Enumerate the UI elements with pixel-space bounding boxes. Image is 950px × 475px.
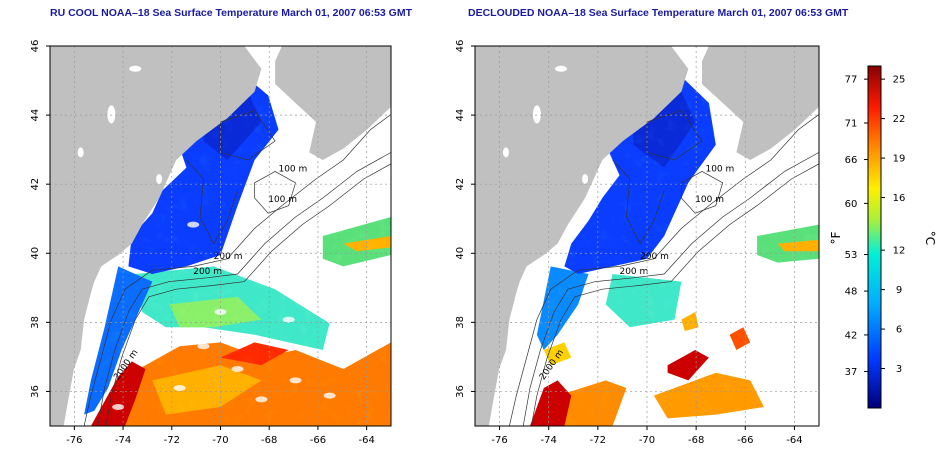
land-mass: [50, 46, 262, 426]
contour-label: 200 m: [640, 252, 669, 262]
fahrenheit-tick-label: 60: [845, 199, 858, 210]
fahrenheit-tick-label: 42: [845, 330, 858, 341]
y-tick-label: 36: [455, 385, 466, 398]
celsius-tick-label: 25: [893, 75, 906, 86]
lake: [129, 65, 142, 72]
lake: [502, 147, 509, 158]
left-panel-title: RU COOL NOAA–18 Sea Surface Temperature …: [50, 7, 413, 19]
y-tick-label: 42: [455, 178, 466, 191]
x-tick-label: -72: [590, 435, 606, 446]
colorbar-gradient: [867, 65, 882, 409]
contour-label: 200 m: [193, 267, 222, 277]
contour-2000m: [105, 163, 391, 426]
fahrenheit-tick-label: 77: [845, 75, 858, 86]
y-tick-label: 40: [455, 247, 466, 260]
bathymetry-contours: [509, 110, 819, 426]
x-tick-label: -66: [737, 435, 753, 446]
contour-basin: [186, 159, 238, 245]
land-mass-nova-scotia: [702, 46, 819, 160]
fahrenheit-tick-label: 53: [845, 250, 858, 261]
land-patch: [639, 56, 676, 67]
contour-bank: [254, 170, 296, 214]
lake: [532, 105, 541, 124]
lake: [156, 174, 163, 184]
celsius-tick-label: 3: [896, 364, 902, 375]
y-tick-label: 42: [30, 178, 41, 191]
x-tick-label: -64: [786, 435, 802, 446]
y-tick-label: 44: [455, 109, 466, 122]
celsius-tick-label: 6: [896, 325, 902, 336]
land-mass-nova-scotia: [275, 46, 391, 160]
grid-lines: [475, 46, 819, 426]
temperature-colorbar: 25 22 19 16 12 9 6 3 77 71 66 60 53 48 42 37 °F °C: [829, 65, 937, 409]
contour-100m: [509, 114, 819, 426]
lake: [582, 174, 589, 184]
contour-label: 100 m: [268, 195, 297, 205]
y-tick-label: 36: [30, 385, 41, 398]
contour-200m: [97, 152, 391, 426]
x-tick-label: -74: [541, 435, 557, 446]
celsius-unit-label: °C: [923, 231, 937, 245]
celsius-tick-label: 9: [896, 285, 902, 296]
x-tick-label: -76: [66, 435, 82, 446]
x-tick-label: -70: [212, 435, 228, 446]
x-tick-label: -68: [261, 435, 277, 446]
contour-label: 100 m: [278, 164, 307, 174]
y-tick-label: 44: [30, 109, 41, 122]
celsius-tick-label: 22: [893, 114, 906, 125]
x-tick-label: -72: [164, 435, 180, 446]
contour-basin: [612, 159, 665, 245]
fahrenheit-unit-label: °F: [829, 231, 843, 244]
contour-100m: [83, 114, 391, 426]
x-tick-label: -70: [639, 435, 655, 446]
lake: [77, 147, 84, 158]
contour-bank: [681, 171, 724, 214]
x-tick-label: -74: [115, 435, 131, 446]
contour-label: 200 m: [214, 252, 243, 262]
right-panel-title: DECLOUDED NOAA–18 Sea Surface Temperatur…: [468, 7, 849, 19]
y-tick-label: 46: [30, 40, 41, 53]
grid-lines: [50, 46, 391, 426]
celsius-tick-label: 19: [893, 154, 906, 165]
celsius-tick-label: 16: [893, 193, 906, 204]
lake: [107, 105, 116, 124]
contour-2000m: [531, 163, 819, 426]
celsius-tick-label: 12: [893, 246, 906, 257]
land-patch: [212, 56, 249, 67]
contour-200m: [522, 152, 819, 426]
land-mass: [475, 46, 689, 426]
x-tick-label: -68: [688, 435, 704, 446]
y-tick-label: 40: [30, 247, 41, 260]
fahrenheit-tick-label: 48: [845, 287, 858, 298]
fahrenheit-tick-label: 71: [845, 119, 858, 130]
y-tick-label: 38: [30, 316, 41, 329]
contour-label: 100 m: [705, 164, 734, 174]
y-tick-label: 46: [455, 40, 466, 53]
x-tick-label: -76: [491, 435, 507, 446]
y-tick-label: 38: [455, 316, 466, 329]
contour-label: 200 m: [619, 267, 648, 277]
x-tick-label: -66: [310, 435, 326, 446]
fahrenheit-tick-label: 66: [845, 155, 858, 166]
contour-label: 100 m: [695, 195, 724, 205]
x-tick-label: -64: [358, 435, 374, 446]
lake: [555, 65, 567, 72]
fahrenheit-tick-label: 37: [845, 367, 858, 378]
